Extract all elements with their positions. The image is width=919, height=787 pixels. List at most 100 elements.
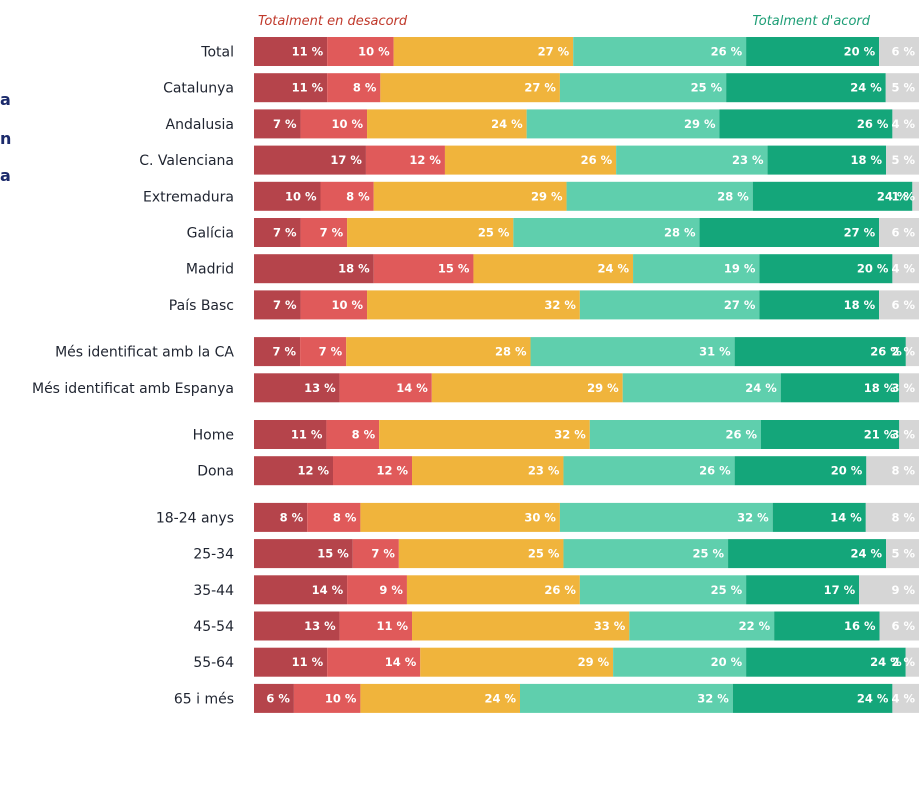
bar-segment [899,420,919,449]
bar-segment [254,109,301,139]
data-label: 20 % [831,464,863,478]
data-label: 32 % [697,691,729,705]
bar-segment [732,683,893,713]
category-label: Més identificat amb Espanya [32,381,234,397]
bar-segment [254,37,328,66]
data-label: 8 % [353,81,377,95]
bar-segment [899,373,919,403]
bar-segment [420,647,614,677]
category-label: Home [193,428,234,444]
data-label: 26 % [870,345,902,359]
data-label: 12 % [376,464,408,478]
category-label: Andalusia [166,117,234,133]
data-label: 19 % [724,262,756,276]
bar-segment [912,181,919,211]
data-label: 4 % [891,262,915,276]
data-label: 26 % [699,464,731,478]
bar-segment [859,575,919,605]
data-label: 7 % [273,226,297,240]
bar-segment [520,683,733,713]
data-label: 29 % [684,117,716,131]
bar-segment [629,611,775,641]
bar-segment [879,37,919,66]
data-label: 5 % [891,153,915,167]
clipped-side-text: a n a [0,90,11,185]
data-label: 32 % [544,298,576,312]
bar-segment [379,420,590,449]
category-label: Dona [197,464,234,480]
data-label: 24 % [851,547,883,561]
data-label: 7 % [273,298,297,312]
bar-segment [254,254,374,284]
data-label: 9 % [379,583,403,597]
bar-segment [879,290,919,320]
bar-segment [886,145,919,175]
bar-segment [767,145,887,175]
data-label: 6 % [891,619,915,633]
bar-segment [866,456,919,486]
data-label: 8 % [280,510,304,524]
bar-segment [559,73,727,103]
data-label: 29 % [587,381,619,395]
data-label: 5 % [891,81,915,95]
bar-segment [373,254,474,284]
data-label: 4 % [891,117,915,131]
bar-segment [579,575,747,605]
data-label: 18 % [844,298,876,312]
bar-segment [633,254,760,284]
data-label: 23 % [528,464,560,478]
bar-segment [431,373,623,403]
bar-segment [352,539,399,569]
data-label: 31 % [699,345,731,359]
data-label: 11 % [376,619,408,633]
data-label: 18 % [851,153,883,167]
bar-segment [746,37,880,66]
data-label: 25 % [693,547,725,561]
bar-segment [380,73,560,103]
bar-segment [254,337,301,367]
bar-segment [254,420,327,449]
data-label: 33 % [594,619,626,633]
bar-segment [254,145,366,175]
bar-segment [746,575,860,605]
data-label: 18 % [864,381,896,395]
data-label: 7 % [273,345,297,359]
data-label: 18 % [338,262,370,276]
data-label: 14 % [312,583,344,597]
bar-segment [347,575,407,605]
bar-segment [406,575,580,605]
bar-segment [892,683,919,713]
data-label: 25 % [711,583,743,597]
data-label: 10 % [325,691,357,705]
bar-segment [772,502,866,532]
bar-segment [300,218,348,247]
bar-segment [885,73,919,103]
data-label: 32 % [737,510,769,524]
data-label: 3 % [891,381,915,395]
bar-segment [300,337,347,367]
bar-segment [300,290,368,320]
data-label: 2 % [891,345,915,359]
bar-segment [905,337,919,367]
bar-segment [879,218,919,247]
data-label: 8 % [891,464,915,478]
bar-segment [360,502,560,532]
category-label: Més identificat amb la CA [55,345,234,361]
data-label: 21 % [864,428,896,442]
data-label: 24 % [870,655,902,669]
data-label: 22 % [739,619,771,633]
data-label: 28 % [717,189,749,203]
category-label: 45-54 [193,619,234,635]
bar-segment [254,539,353,569]
bar-segment [393,37,574,66]
data-label: 12 % [297,464,329,478]
data-label: 32 % [554,428,586,442]
category-label: Total [200,45,234,61]
bar-segment [254,218,301,247]
bar-segment [254,456,334,486]
data-label: 15 % [438,262,470,276]
bar-segment [734,456,867,486]
data-label: 6 % [266,691,290,705]
data-label: 24 % [598,262,630,276]
category-label: 65 i més [174,691,234,707]
